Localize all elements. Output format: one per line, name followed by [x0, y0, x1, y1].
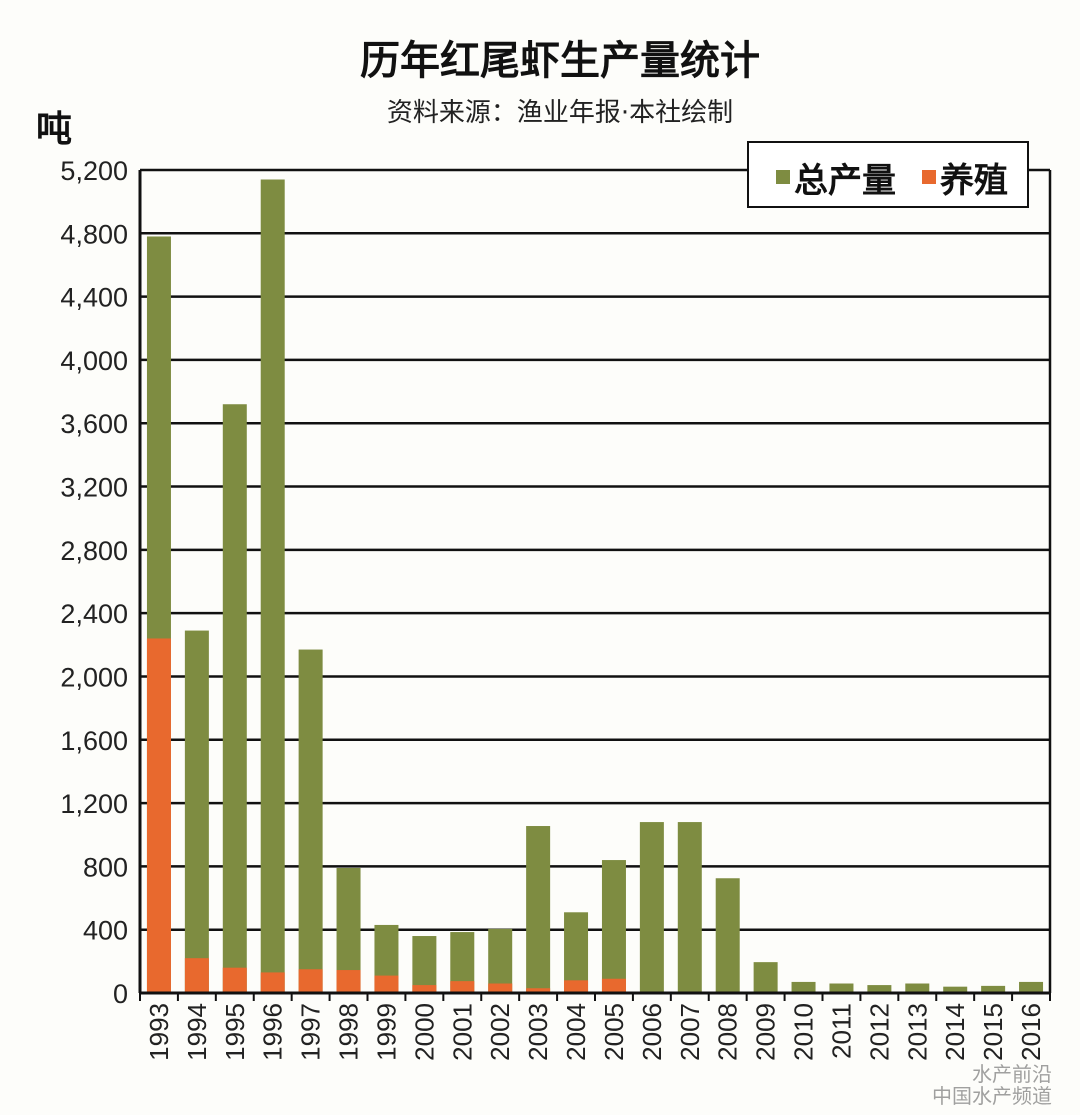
y-tick-label: 3,200 — [60, 473, 128, 503]
y-tick-label: 1,200 — [60, 789, 128, 819]
legend-swatch — [776, 170, 790, 184]
bar-aquaculture — [260, 972, 285, 993]
bar-aquaculture — [184, 958, 209, 993]
x-tick-label: 2015 — [978, 1003, 1008, 1061]
y-tick-label: 2,400 — [60, 599, 128, 629]
bar-total — [905, 983, 930, 993]
bar-total — [753, 962, 778, 993]
bar-total — [222, 404, 247, 993]
y-tick-label: 4,800 — [60, 219, 128, 249]
bar-aquaculture — [601, 978, 626, 993]
legend-label: 总产量 — [794, 161, 896, 201]
bar-aquaculture — [564, 980, 589, 993]
watermark: 水产前沿 中国水产频道 — [932, 1063, 1052, 1107]
bar-total — [564, 912, 589, 993]
bar-aquaculture — [222, 967, 247, 993]
bar-total — [1019, 981, 1044, 993]
x-tick-label: 1995 — [220, 1003, 250, 1061]
y-tick-label: 2,000 — [60, 662, 128, 692]
bar-aquaculture — [488, 983, 513, 993]
bar-total — [526, 826, 551, 993]
y-tick-label: 4,400 — [60, 283, 128, 313]
x-tick-label: 2007 — [675, 1003, 705, 1061]
bar-aquaculture — [336, 970, 361, 993]
legend-swatch — [922, 170, 936, 184]
x-tick-label: 2010 — [789, 1003, 819, 1061]
bar-total — [184, 630, 209, 993]
bar-aquaculture — [298, 969, 323, 993]
x-tick-label: 1997 — [296, 1003, 326, 1061]
x-tick-label: 1994 — [182, 1003, 212, 1061]
x-tick-label: 2000 — [409, 1003, 439, 1061]
x-tick-label: 2001 — [447, 1003, 477, 1061]
watermark-line1: 水产前沿 — [972, 1062, 1052, 1086]
y-tick-label: 5,200 — [60, 156, 128, 186]
y-tick-label: 4,000 — [60, 346, 128, 376]
y-tick-label: 1,600 — [60, 726, 128, 756]
x-tick-label: 2006 — [637, 1003, 667, 1061]
x-tick-label: 2016 — [1016, 1003, 1046, 1061]
bar-total — [601, 860, 626, 993]
x-tick-label: 1998 — [334, 1003, 364, 1061]
bar-aquaculture — [526, 988, 551, 993]
x-tick-label: 2003 — [523, 1003, 553, 1061]
x-tick-label: 2002 — [485, 1003, 515, 1061]
bar-total — [488, 928, 513, 993]
x-tick-label: 2013 — [902, 1003, 932, 1061]
x-tick-label: 2005 — [599, 1003, 629, 1061]
bar-total — [639, 822, 664, 993]
x-tick-label: 2004 — [561, 1003, 591, 1061]
bar-aquaculture — [450, 981, 475, 993]
bar-total — [867, 985, 892, 993]
y-axis-label: 吨 — [36, 109, 73, 150]
bar-total — [298, 649, 323, 993]
bar-aquaculture — [374, 975, 399, 993]
bar-total — [260, 179, 285, 993]
chart-subtitle: 资料来源：渔业年报·本社绘制 — [386, 98, 734, 128]
bar-total — [981, 985, 1006, 993]
x-tick-label: 2011 — [826, 1003, 856, 1059]
x-tick-label: 2009 — [751, 1003, 781, 1061]
x-tick-label: 2012 — [864, 1003, 894, 1061]
x-tick-label: 1996 — [258, 1003, 288, 1061]
y-tick-label: 0 — [113, 979, 128, 1009]
bar-aquaculture — [146, 638, 171, 993]
y-tick-label: 2,800 — [60, 536, 128, 566]
watermark-line2: 中国水产频道 — [932, 1084, 1052, 1108]
bar-total — [412, 936, 437, 993]
x-tick-label: 1993 — [144, 1003, 174, 1061]
y-tick-label: 400 — [83, 916, 128, 946]
x-tick-label: 1999 — [371, 1003, 401, 1061]
bar-total — [791, 981, 816, 993]
bar-total — [677, 822, 702, 993]
bar-total — [943, 986, 968, 993]
chart-title: 历年红尾虾生产量统计 — [360, 38, 760, 84]
legend-box — [747, 141, 1029, 208]
legend-label: 养殖 — [940, 161, 1008, 201]
bar-total — [715, 878, 740, 993]
x-tick-label: 2014 — [940, 1003, 970, 1061]
x-tick-label: 2008 — [713, 1003, 743, 1061]
y-tick-label: 3,600 — [60, 409, 128, 439]
bar-aquaculture — [412, 985, 437, 993]
y-tick-label: 800 — [83, 852, 128, 882]
bar-total — [829, 983, 854, 993]
